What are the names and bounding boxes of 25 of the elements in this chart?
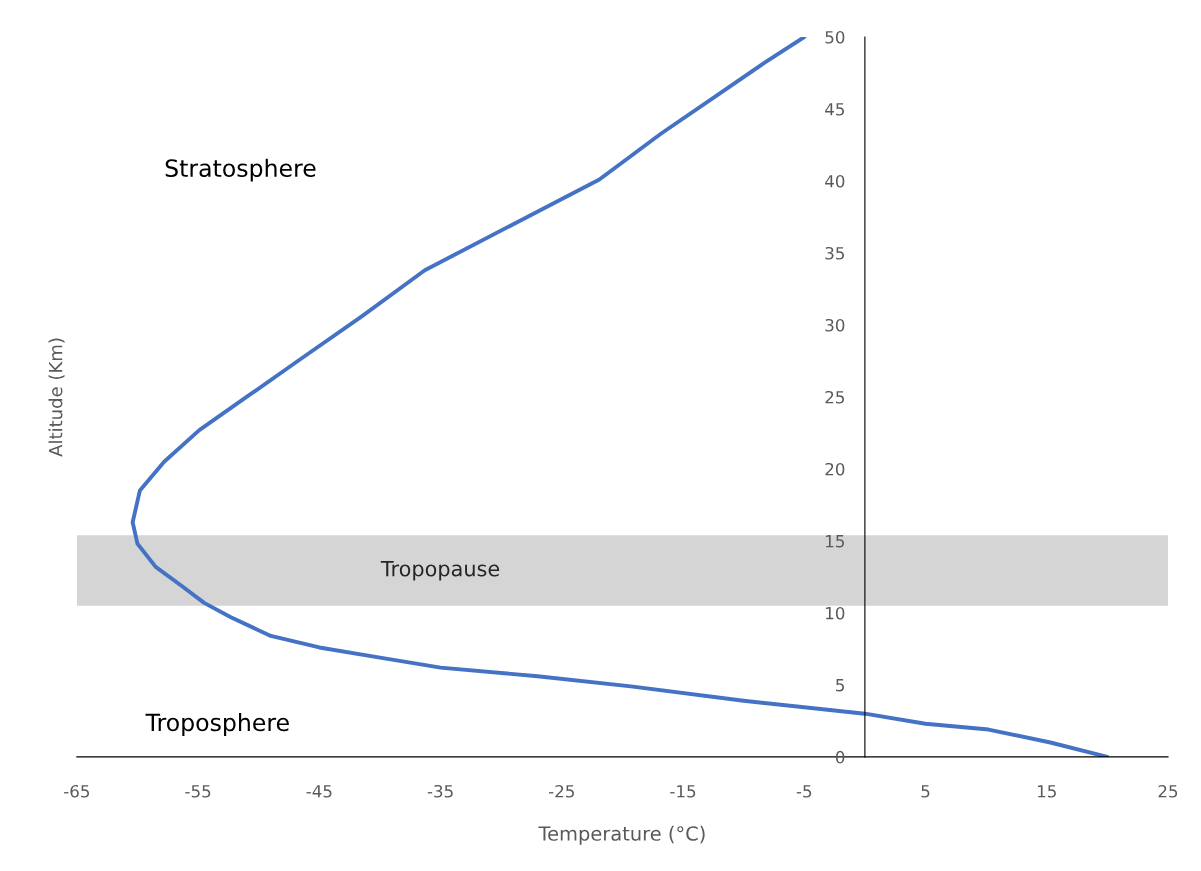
y-tick-label: 30 xyxy=(825,318,845,332)
x-tick-label: -25 xyxy=(549,784,574,798)
y-tick-label: 25 xyxy=(825,390,844,404)
y-tick-label: 40 xyxy=(825,174,845,188)
annotation: Stratosphere xyxy=(165,158,316,182)
y-axis-title: Altitude (Km) xyxy=(48,338,65,457)
y-tick-label: 35 xyxy=(825,246,844,260)
band-label: Tropopause xyxy=(380,561,500,581)
annotation: Troposphere xyxy=(145,713,289,736)
x-tick-label: -55 xyxy=(185,785,211,798)
x-tick-label: -15 xyxy=(670,785,696,798)
x-tick-label: 25 xyxy=(1158,784,1178,798)
x-tick-label: 5 xyxy=(921,785,930,798)
x-axis-title: Temperature (°C) xyxy=(538,825,705,845)
x-tick-label: -45 xyxy=(306,785,332,798)
y-tick-label: 15 xyxy=(826,535,844,548)
y-tick-label: 45 xyxy=(825,103,844,116)
y-tick-label: 50 xyxy=(825,30,845,44)
y-tick-label: 5 xyxy=(836,679,844,692)
y-tick-label: 10 xyxy=(826,606,845,620)
x-tick-label: -35 xyxy=(427,784,453,798)
x-tick-label: -5 xyxy=(796,785,812,798)
x-tick-label: 15 xyxy=(1037,785,1056,798)
x-tick-label: -65 xyxy=(64,784,90,798)
y-tick-label: 20 xyxy=(825,462,845,476)
